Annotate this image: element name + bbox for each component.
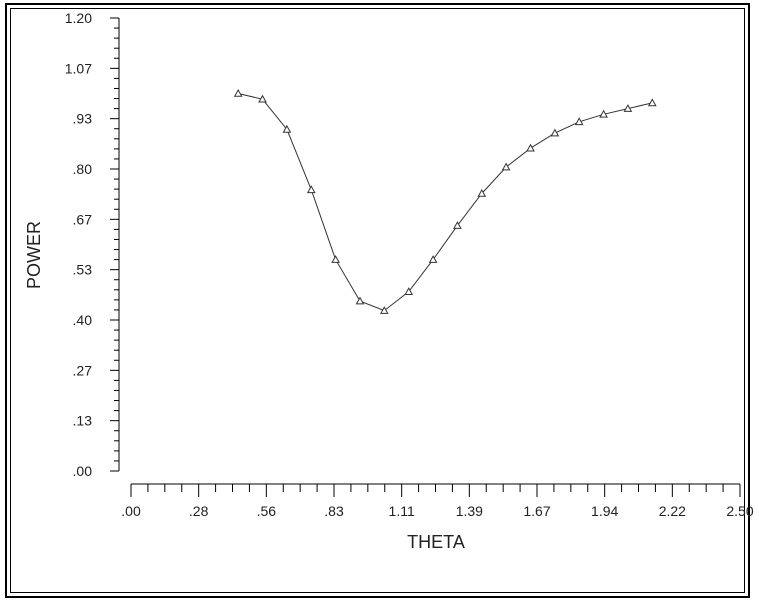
y-tick-label: 1.20 <box>65 10 92 26</box>
y-tick-label: .27 <box>73 362 93 378</box>
x-tick-label: .83 <box>324 503 344 519</box>
data-point-marker <box>574 117 584 126</box>
x-tick-label: 2.50 <box>726 503 753 519</box>
data-point-marker <box>453 221 462 229</box>
data-point-marker <box>526 143 535 152</box>
series-line <box>238 93 653 312</box>
x-tick-label: .28 <box>189 503 209 519</box>
data-point-marker <box>428 255 438 263</box>
data-point-marker <box>477 188 487 197</box>
data-point-marker <box>306 185 316 194</box>
outer-border <box>5 3 750 598</box>
x-tick-label: 1.67 <box>523 503 550 519</box>
data-point-marker <box>623 104 633 112</box>
y-tick-label: .80 <box>73 161 93 177</box>
data-point-marker <box>599 109 608 118</box>
y-axis-title: POWER <box>24 221 44 289</box>
data-point-marker <box>647 98 657 107</box>
y-tick-label: .00 <box>73 463 93 479</box>
inner-border <box>10 8 745 593</box>
x-tick-label: .00 <box>121 503 141 519</box>
data-point-marker <box>501 162 511 171</box>
y-tick-label: .93 <box>73 111 93 127</box>
data-point-marker <box>258 94 267 103</box>
y-axis: .00 .13 .27 .40 .53 .67 .80 .93 1.07 1.20 <box>65 10 120 479</box>
y-tick-label: .67 <box>73 211 93 227</box>
y-tick-label: 1.07 <box>65 60 92 76</box>
x-tick-label: .56 <box>257 503 277 519</box>
data-point-marker <box>404 287 414 295</box>
x-axis: .00 .28 .56 .83 1.11 1.39 1.67 1.94 2.22 2.50 <box>121 483 754 519</box>
x-tick-label: 1.11 <box>389 503 415 519</box>
x-tick-label: 2.22 <box>659 503 686 519</box>
data-point-marker <box>550 128 560 137</box>
x-tick-label: 1.39 <box>456 503 483 519</box>
data-point-marker <box>331 255 340 263</box>
data-point-marker <box>233 88 243 97</box>
y-tick-label: .53 <box>73 262 93 278</box>
data-point-marker <box>355 296 365 305</box>
y-tick-label: .40 <box>73 312 93 328</box>
data-point-marker <box>282 124 292 133</box>
y-tick-label: .13 <box>73 413 93 429</box>
x-axis-title: THETA <box>407 532 465 552</box>
series <box>233 88 657 314</box>
data-point-marker <box>379 306 389 314</box>
x-tick-label: 1.94 <box>591 503 618 519</box>
